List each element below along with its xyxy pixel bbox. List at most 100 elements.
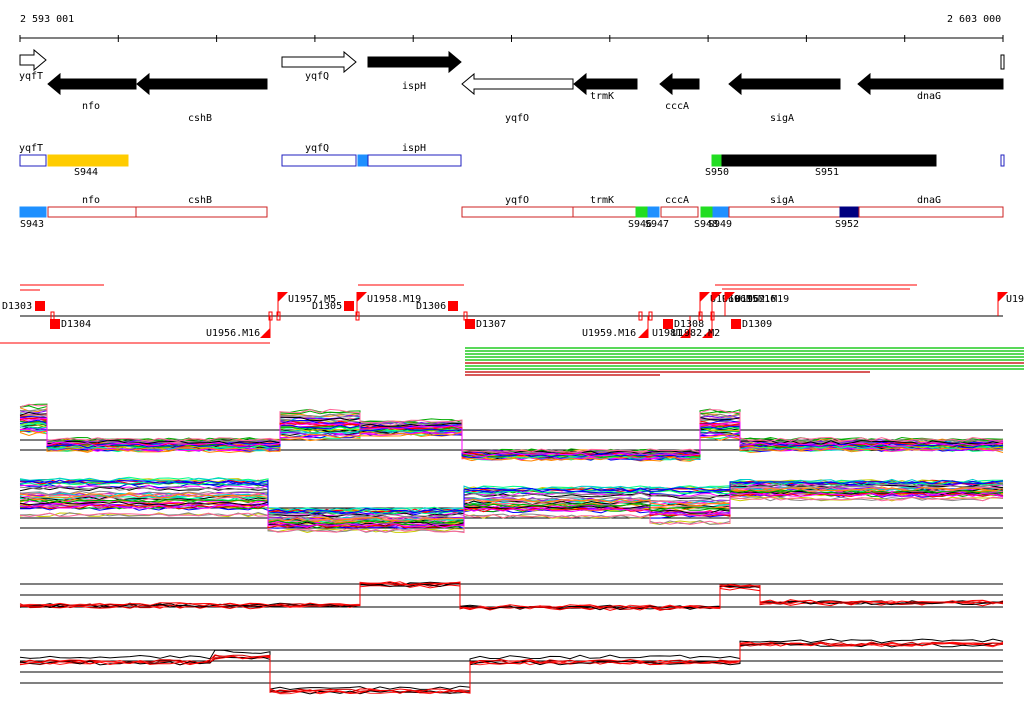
gene-arrow-yqfT[interactable] bbox=[19, 48, 47, 72]
segment-minus-label: dnaG bbox=[917, 195, 941, 206]
feature-flag-up[interactable] bbox=[712, 292, 722, 302]
segment-minus-label: trmK bbox=[590, 195, 614, 206]
feature-box-down[interactable] bbox=[731, 319, 741, 329]
feature-flag-down[interactable] bbox=[638, 328, 648, 338]
feature-flag-up[interactable] bbox=[700, 292, 710, 302]
profile-line bbox=[19, 403, 1004, 453]
profile-line bbox=[19, 492, 1004, 529]
segment-minus-8[interactable] bbox=[700, 206, 714, 218]
end-coordinate: 2 603 000 bbox=[947, 14, 1001, 25]
segment-plus-6[interactable] bbox=[721, 154, 937, 167]
segment-minus-10[interactable] bbox=[728, 206, 841, 218]
segment-plus-label: S951 bbox=[815, 167, 839, 178]
gene-label-sigA: sigA bbox=[770, 113, 794, 124]
feature-flag-down[interactable] bbox=[260, 328, 270, 338]
feature-up-label: U1961.M16 bbox=[722, 294, 776, 305]
feature-box-up[interactable] bbox=[448, 301, 458, 311]
segment-plus-label: S950 bbox=[705, 167, 729, 178]
feature-box-down[interactable] bbox=[50, 319, 60, 329]
segment-minus-3[interactable] bbox=[461, 206, 574, 218]
feature-box-up[interactable] bbox=[344, 301, 354, 311]
segment-minus-label: S948 bbox=[694, 219, 718, 230]
segment-plus-1[interactable] bbox=[47, 154, 129, 167]
segment-minus-label: yqfO bbox=[505, 195, 529, 206]
gene-arrow-sigA[interactable] bbox=[728, 72, 841, 96]
gene-arrow-cshB[interactable] bbox=[136, 72, 268, 96]
segment-minus-label: S952 bbox=[835, 219, 859, 230]
segment-minus-9[interactable] bbox=[712, 206, 730, 218]
segment-plus-label: S944 bbox=[74, 167, 98, 178]
segment-minus-label: S949 bbox=[708, 219, 732, 230]
feature-down-label: U1982.M2 bbox=[672, 328, 720, 339]
profile-line bbox=[19, 417, 1004, 458]
start-coordinate: 2 593 001 bbox=[20, 14, 74, 25]
profile-line bbox=[19, 583, 1004, 611]
gene-arrow-trmK[interactable] bbox=[573, 72, 638, 96]
gene-arrow-nfo[interactable] bbox=[47, 72, 137, 96]
segment-minus-1[interactable] bbox=[47, 206, 137, 218]
expression-profile-upper bbox=[19, 403, 1004, 462]
segment-plus-label: yqfQ bbox=[305, 143, 329, 154]
gene-arrow-dnaG[interactable] bbox=[857, 72, 1004, 96]
segment-minus-label: nfo bbox=[82, 195, 100, 206]
feature-up-label: U1960.M5 bbox=[710, 294, 758, 305]
feature-flag-up[interactable] bbox=[278, 292, 288, 302]
gene-arrow-cccA[interactable] bbox=[659, 72, 700, 96]
feature-flag-down[interactable] bbox=[702, 328, 712, 338]
segment-minus-label: S947 bbox=[645, 219, 669, 230]
segment-minus-7[interactable] bbox=[660, 206, 699, 218]
segment-minus-2[interactable] bbox=[135, 206, 268, 218]
segment-plus-4[interactable] bbox=[367, 154, 462, 167]
profile-line bbox=[19, 483, 1004, 518]
feature-box-down-label: D1308 bbox=[674, 319, 704, 330]
feature-flag-up[interactable] bbox=[357, 292, 367, 302]
segment-plus-3[interactable] bbox=[357, 154, 369, 167]
segment-minus-6[interactable] bbox=[647, 206, 660, 218]
profile-line bbox=[19, 489, 1004, 525]
segment-minus-12[interactable] bbox=[858, 206, 1004, 218]
feature-flag-up[interactable] bbox=[725, 292, 735, 302]
gene-arrow-yqfQ[interactable] bbox=[281, 50, 357, 74]
segment-minus-label: cccA bbox=[665, 195, 689, 206]
feature-tick bbox=[463, 311, 468, 321]
gene-label-ispH: ispH bbox=[402, 81, 426, 92]
segment-minus-11[interactable] bbox=[839, 206, 860, 218]
feature-down-label: U1959.M16 bbox=[582, 328, 636, 339]
feature-box-down[interactable] bbox=[663, 319, 673, 329]
segment-plus-7[interactable] bbox=[1000, 154, 1005, 167]
segment-minus-5[interactable] bbox=[635, 206, 649, 218]
feature-down-label: U1956.M16 bbox=[206, 328, 260, 339]
segment-minus-0[interactable] bbox=[19, 206, 47, 218]
coverage-bar-track bbox=[465, 347, 1024, 376]
gene-arrow-yqfO[interactable] bbox=[461, 72, 574, 96]
segment-plus-2[interactable] bbox=[281, 154, 357, 167]
segment-plus-label: yqfT bbox=[19, 143, 43, 154]
feature-flag-up[interactable] bbox=[998, 292, 1008, 302]
gene-label-dnaG: dnaG bbox=[917, 91, 941, 102]
gene-label-yqfO: yqfO bbox=[505, 113, 529, 124]
segment-minus-label: S943 bbox=[20, 219, 44, 230]
feature-tick bbox=[648, 311, 653, 321]
feature-tick bbox=[355, 311, 360, 321]
gene-arrow-ispH[interactable] bbox=[367, 50, 462, 74]
feature-tick bbox=[638, 311, 643, 321]
gene-label-yqfT: yqfT bbox=[19, 71, 43, 82]
selected-profile-lower bbox=[19, 638, 1004, 695]
feature-box-up-label: D1306 bbox=[416, 301, 446, 312]
feature-tick bbox=[710, 311, 715, 321]
segment-plus-label: ispH bbox=[402, 143, 426, 154]
feature-box-down[interactable] bbox=[465, 319, 475, 329]
feature-flag-down[interactable] bbox=[680, 328, 690, 338]
segment-track-plus: yqfT S944 yqfQ ispH S950 S951 bbox=[19, 143, 1005, 178]
segment-plus-0[interactable] bbox=[19, 154, 47, 167]
segment-minus-4[interactable] bbox=[572, 206, 637, 218]
segment-plus-5[interactable] bbox=[711, 154, 723, 167]
profile-line bbox=[19, 638, 1004, 691]
feature-box-up-label: D1303 bbox=[2, 301, 32, 312]
feature-tick bbox=[698, 311, 703, 321]
feature-box-up[interactable] bbox=[35, 301, 45, 311]
gene-track: yqfT nfo cshB yqfQ ispH yqfO trmK cccA sigA dnaG bbox=[19, 48, 1005, 124]
gene-label-cshB: cshB bbox=[188, 113, 212, 124]
feature-down-label: U1981 bbox=[652, 328, 682, 339]
